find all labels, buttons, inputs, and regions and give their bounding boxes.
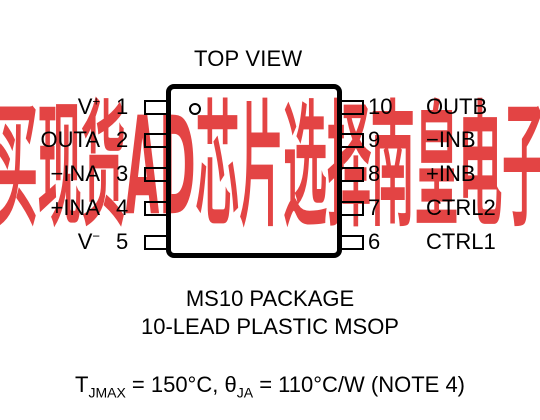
- pin-number: 10: [368, 94, 393, 119]
- note-theta: θ: [224, 372, 237, 397]
- ic-package-body: [166, 84, 342, 258]
- pin-lead-right: [342, 201, 364, 216]
- pin-label: −INA: [50, 163, 100, 185]
- pin-label-name: −INA: [50, 161, 100, 186]
- pin-label: CTRL2: [426, 195, 496, 220]
- pin-label: +INA: [50, 197, 100, 219]
- pin-number: 5: [116, 229, 129, 254]
- pin-label: CTRL1: [426, 229, 496, 254]
- pin1-marker-icon: [189, 103, 201, 115]
- pin-lead-right: [342, 167, 364, 182]
- pin-lead-left: [144, 235, 166, 250]
- pin-number: 4: [116, 195, 129, 220]
- pin-lead-right: [342, 133, 364, 148]
- pin-lead-left: [144, 100, 166, 115]
- pin-label: +INB: [426, 161, 476, 186]
- pin-lead-right: [342, 100, 364, 115]
- pin-label-name: V: [77, 94, 93, 119]
- pin-label-superscript: +: [92, 93, 100, 109]
- pin-label-name: V: [77, 229, 93, 254]
- pin-number: 2: [116, 127, 129, 152]
- package-name: MS10 PACKAGE: [185, 286, 355, 311]
- pin-number: 6: [368, 229, 381, 254]
- note-t-prefix: T: [74, 372, 89, 397]
- pin-lead-left: [144, 133, 166, 148]
- note-t-sub: JMAX: [88, 384, 126, 401]
- thermal-note: TJMAX = 150°C, θJA = 110°C/W (NOTE 4): [0, 372, 540, 400]
- pin-number: 3: [116, 161, 129, 186]
- pin-label: OUTA: [41, 129, 100, 151]
- pin-label-superscript: −: [92, 228, 100, 244]
- pin-number: 1: [116, 94, 129, 119]
- pin-lead-right: [342, 235, 364, 250]
- note-theta-value: = 110°C/W (NOTE 4): [253, 372, 466, 397]
- pin-number: 7: [368, 195, 381, 220]
- pin-number: 9: [368, 127, 381, 152]
- pin-label-name: OUTA: [40, 127, 100, 152]
- pin-label: −INB: [426, 127, 476, 152]
- pin-label: V−: [77, 228, 100, 254]
- pin-label: OUTB: [426, 94, 488, 119]
- package-description: 10-LEAD PLASTIC MSOP: [141, 314, 399, 339]
- pin-label-name: +INA: [50, 195, 100, 220]
- note-t-value: = 150°C,: [125, 372, 225, 397]
- pin-lead-left: [144, 201, 166, 216]
- pin-lead-left: [144, 167, 166, 182]
- note-theta-sub: JA: [236, 384, 254, 401]
- pin-label: V+: [77, 93, 100, 119]
- diagram-title: TOP VIEW: [194, 46, 303, 71]
- pin-number: 8: [368, 161, 381, 186]
